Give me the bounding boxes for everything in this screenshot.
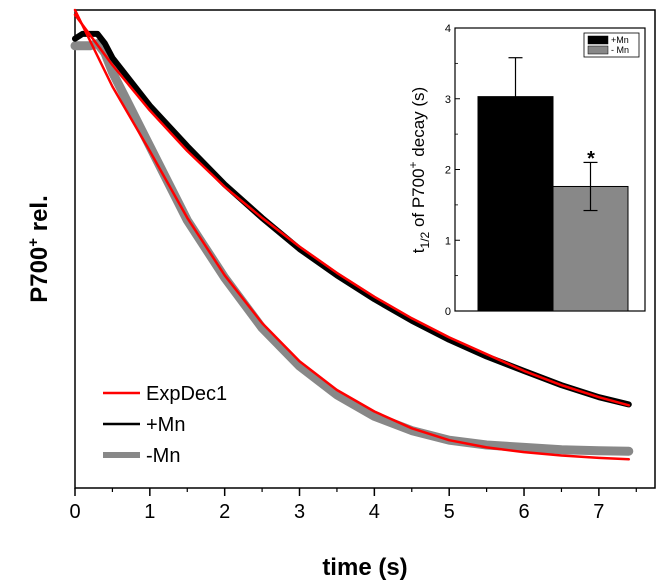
inset-y-tick-label: 1: [445, 235, 451, 247]
inset-legend-label-minus-mn: - Mn: [611, 45, 629, 55]
x-tick-label: 1: [144, 501, 155, 523]
inset-y-ticks: 0 1 2 3 4: [445, 23, 460, 318]
x-tick-label: 2: [219, 501, 230, 523]
series-line-expdec1-mn: [73, 13, 631, 407]
x-tick-label: 0: [69, 501, 80, 523]
inset-y-tick-label: 0: [445, 306, 451, 318]
x-tick-label: 3: [294, 501, 305, 523]
x-tick-label: 5: [444, 501, 455, 523]
inset-y-tick-label: 3: [445, 94, 451, 106]
legend-label-plus-mn: +Mn: [146, 414, 185, 436]
x-tick-label: 4: [369, 501, 380, 523]
main-series-group: [70, 8, 634, 461]
legend-label-minus-mn: -Mn: [146, 445, 180, 467]
x-axis-label: time (s): [322, 554, 407, 581]
legend-label-expdec1: ExpDec1: [146, 383, 227, 405]
inset-legend-swatch-plus-mn: [587, 35, 609, 45]
inset-y-axis-label: t1/2 of P700+ decay (s): [406, 87, 432, 253]
inset-bar-chart: 0 1 2 3 4 * t1/2 of P700+ decay (s) +Mn - Mn: [406, 23, 646, 318]
inset-legend: +Mn - Mn: [583, 32, 640, 58]
y-axis-label: P700+ rel.: [25, 195, 53, 303]
main-x-ticks: 0 1 2 3 4 5 6 7: [69, 488, 637, 523]
inset-legend-label-plus-mn: +Mn: [611, 35, 629, 45]
inset-significance-marker: *: [587, 148, 595, 170]
x-tick-label: 6: [518, 501, 529, 523]
series-line-expdec1-mn: [73, 8, 631, 461]
main-legend: ExpDec1 +Mn -Mn: [103, 383, 227, 467]
inset-legend-swatch-minus-mn: [587, 45, 609, 55]
inset-y-tick-label: 2: [445, 165, 451, 177]
inset-bars-group: [477, 57, 629, 312]
inset-y-tick-label: 4: [445, 23, 451, 35]
x-tick-label: 7: [593, 501, 604, 523]
